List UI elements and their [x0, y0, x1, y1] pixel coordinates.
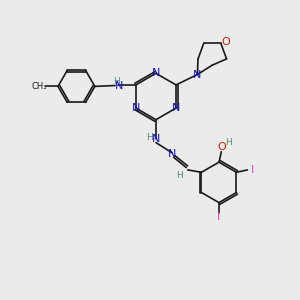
- Text: N: N: [172, 103, 180, 113]
- Text: H: H: [225, 138, 232, 147]
- Text: N: N: [152, 134, 160, 144]
- Text: N: N: [152, 68, 160, 78]
- Text: O: O: [217, 142, 226, 152]
- Text: I: I: [217, 212, 220, 222]
- Text: N: N: [193, 70, 202, 80]
- Text: N: N: [168, 149, 176, 160]
- Text: H: H: [146, 133, 153, 142]
- Text: H: H: [176, 171, 183, 180]
- Text: O: O: [222, 37, 231, 47]
- Text: CH₃: CH₃: [32, 82, 47, 91]
- Text: N: N: [115, 81, 123, 92]
- Text: I: I: [251, 165, 254, 175]
- Text: N: N: [132, 103, 140, 113]
- Text: H: H: [113, 77, 120, 86]
